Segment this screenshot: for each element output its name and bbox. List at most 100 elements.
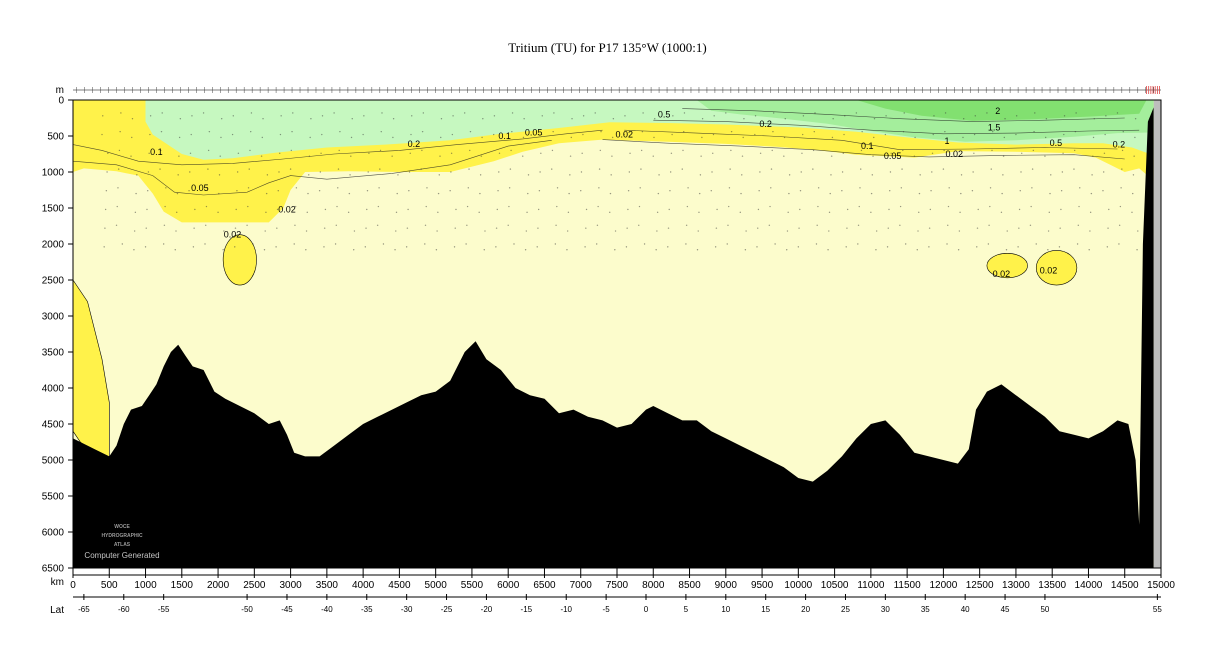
sample-dot — [918, 192, 921, 195]
depth-tick-label-5: 2500 — [42, 276, 65, 287]
sample-dot — [1015, 115, 1018, 117]
sample-dot — [858, 205, 860, 208]
sample-dot — [788, 192, 790, 195]
sample-dot — [973, 152, 975, 154]
sample-dot — [1079, 187, 1081, 189]
sample-dot — [638, 224, 640, 226]
sample-dot — [382, 243, 385, 245]
sample-dot — [440, 118, 443, 120]
sample-dot — [1119, 205, 1122, 208]
sample-dot — [277, 190, 279, 192]
sample-dot — [540, 152, 542, 154]
distance-tick-label-9: 4500 — [388, 580, 411, 591]
sample-dot — [236, 190, 238, 192]
distance-tick-label-13: 6500 — [533, 580, 556, 591]
sample-dot — [553, 112, 555, 114]
sample-dot — [627, 208, 629, 211]
sample-dot — [1078, 205, 1080, 208]
sample-dot — [611, 155, 613, 157]
sample-dot — [246, 224, 248, 226]
sample-dot — [1048, 211, 1050, 214]
sample-dot — [812, 168, 814, 170]
sample-dot — [365, 227, 367, 229]
sample-dot — [164, 205, 166, 208]
sample-dot — [264, 230, 266, 232]
sample-dot — [653, 136, 655, 139]
depth-tick-label-8: 4000 — [42, 384, 65, 395]
sample-dot — [1044, 155, 1046, 157]
sample-dot — [639, 187, 641, 189]
sample-dot — [568, 192, 570, 195]
sample-dot — [131, 118, 134, 120]
sample-dot — [581, 152, 583, 154]
sample-dot — [335, 224, 337, 226]
sample-dot — [681, 168, 683, 170]
sample-dot — [121, 243, 124, 245]
sample-dot — [594, 112, 596, 114]
sample-dot — [614, 249, 616, 251]
sample-dot — [1032, 149, 1035, 152]
sample-dot — [944, 130, 946, 133]
latitude-tick-label-15: 10 — [721, 605, 730, 614]
sample-dot — [265, 211, 267, 214]
sample-dot — [104, 208, 107, 211]
depth-axis: m 0 500 1000 1500 2000 2500 3000 3500 4000 4500 50… — [42, 85, 73, 575]
sample-dot — [932, 133, 934, 136]
sample-dot — [582, 133, 584, 136]
sample-dot — [1060, 208, 1062, 211]
sample-dot — [147, 171, 150, 173]
sample-dot — [957, 249, 960, 251]
sample-dot — [657, 192, 660, 195]
sample-dot — [364, 246, 367, 248]
sample-dot — [144, 246, 147, 248]
sample-dot — [247, 187, 250, 189]
sample-dot — [498, 152, 501, 154]
sample-dot — [189, 152, 192, 154]
sample-dot — [367, 171, 369, 173]
sample-dot — [117, 168, 120, 170]
sample-dot — [626, 227, 628, 229]
sample-dot — [265, 192, 268, 195]
sample-dot — [522, 136, 525, 139]
sample-dot — [493, 115, 496, 117]
sample-dot — [454, 227, 456, 229]
sample-dot — [426, 187, 428, 189]
sample-dot — [958, 230, 961, 232]
sample-dot — [687, 187, 689, 189]
sample-dot — [902, 149, 904, 152]
sample-dot — [947, 205, 950, 208]
sample-dot — [135, 192, 137, 195]
sample-dot — [380, 130, 382, 133]
sample-dot — [870, 192, 873, 195]
sample-dot — [395, 230, 397, 232]
distance-tick-label-25: 12500 — [966, 580, 994, 591]
ocean-bottom-bathymetry — [73, 107, 1154, 568]
sample-dot — [293, 243, 295, 245]
distance-tick-label-2: 1000 — [134, 580, 157, 591]
sample-dot — [759, 152, 762, 154]
sample-dot — [595, 243, 598, 245]
sample-dot — [176, 192, 179, 195]
sample-dot — [944, 112, 947, 114]
sample-dot — [178, 155, 180, 157]
sample-dot — [102, 115, 104, 117]
sample-dot — [817, 205, 819, 208]
sample-dot — [609, 192, 612, 195]
sample-dot — [337, 168, 340, 170]
latitude-tick-label-10: -15 — [521, 605, 533, 614]
sample-dot — [307, 192, 309, 195]
sample-dot — [1131, 211, 1133, 214]
sample-dot — [479, 174, 482, 176]
sample-dot — [772, 130, 774, 133]
sample-dot — [696, 249, 699, 251]
sample-dot — [655, 249, 657, 251]
sample-dot — [484, 230, 486, 232]
sample-dot — [276, 208, 279, 211]
sample-dot — [771, 149, 773, 152]
sample-dot — [759, 171, 761, 173]
sample-dot — [787, 211, 789, 214]
sample-dot — [381, 112, 383, 114]
tritium-2-region — [856, 100, 1147, 121]
sample-dot — [492, 133, 495, 136]
contour-label-13: 0.05 — [884, 151, 902, 161]
